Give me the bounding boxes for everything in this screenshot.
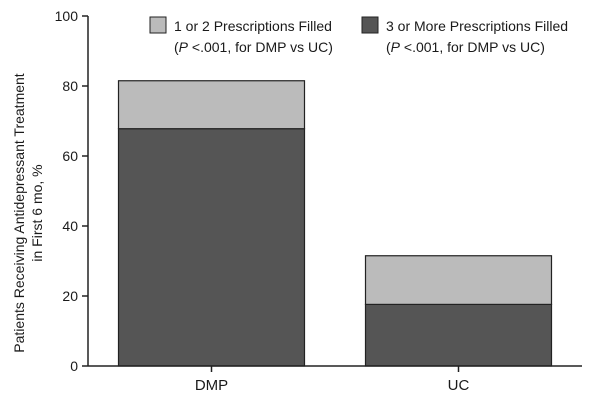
bar-uc-series-1 <box>364 255 553 306</box>
y-tick-label-80: 80 <box>62 78 78 94</box>
legend-label-1: 3 or More Prescriptions Filled <box>386 18 568 34</box>
y-tick-label-20: 20 <box>62 288 78 304</box>
bars-group: DMP UC <box>117 80 553 394</box>
y-tick-label-100: 100 <box>55 8 79 24</box>
bar-dmp-series-1 <box>117 80 306 130</box>
legend-swatch-1 <box>361 16 379 34</box>
bar-dmp-series-0 <box>117 128 306 367</box>
y-axis-title-line2: in First 6 mo, % <box>29 164 45 261</box>
legend-swatch-0 <box>149 16 167 34</box>
y-tick-label-60: 60 <box>62 148 78 164</box>
y-tick-label-0: 0 <box>70 358 78 374</box>
y-axis-title-line1: Patients Receiving Antidepressant Treatm… <box>11 73 27 352</box>
axes-group: 0 20 40 60 80 100 <box>55 8 582 374</box>
legend-note-0: (P <.001, for DMP vs UC) <box>174 39 333 55</box>
legend-note-1: (P <.001, for DMP vs UC) <box>386 39 545 55</box>
x-tick-label-uc: UC <box>448 377 470 394</box>
legend-label-0: 1 or 2 Prescriptions Filled <box>174 18 332 34</box>
x-tick-label-dmp: DMP <box>195 377 228 394</box>
y-axis-title: Patients Receiving Antidepressant Treatm… <box>11 73 45 352</box>
bar-uc-series-0 <box>364 303 553 367</box>
legend: 1 or 2 Prescriptions Filled (P <.001, for… <box>149 16 568 55</box>
y-tick-label-40: 40 <box>62 218 78 234</box>
